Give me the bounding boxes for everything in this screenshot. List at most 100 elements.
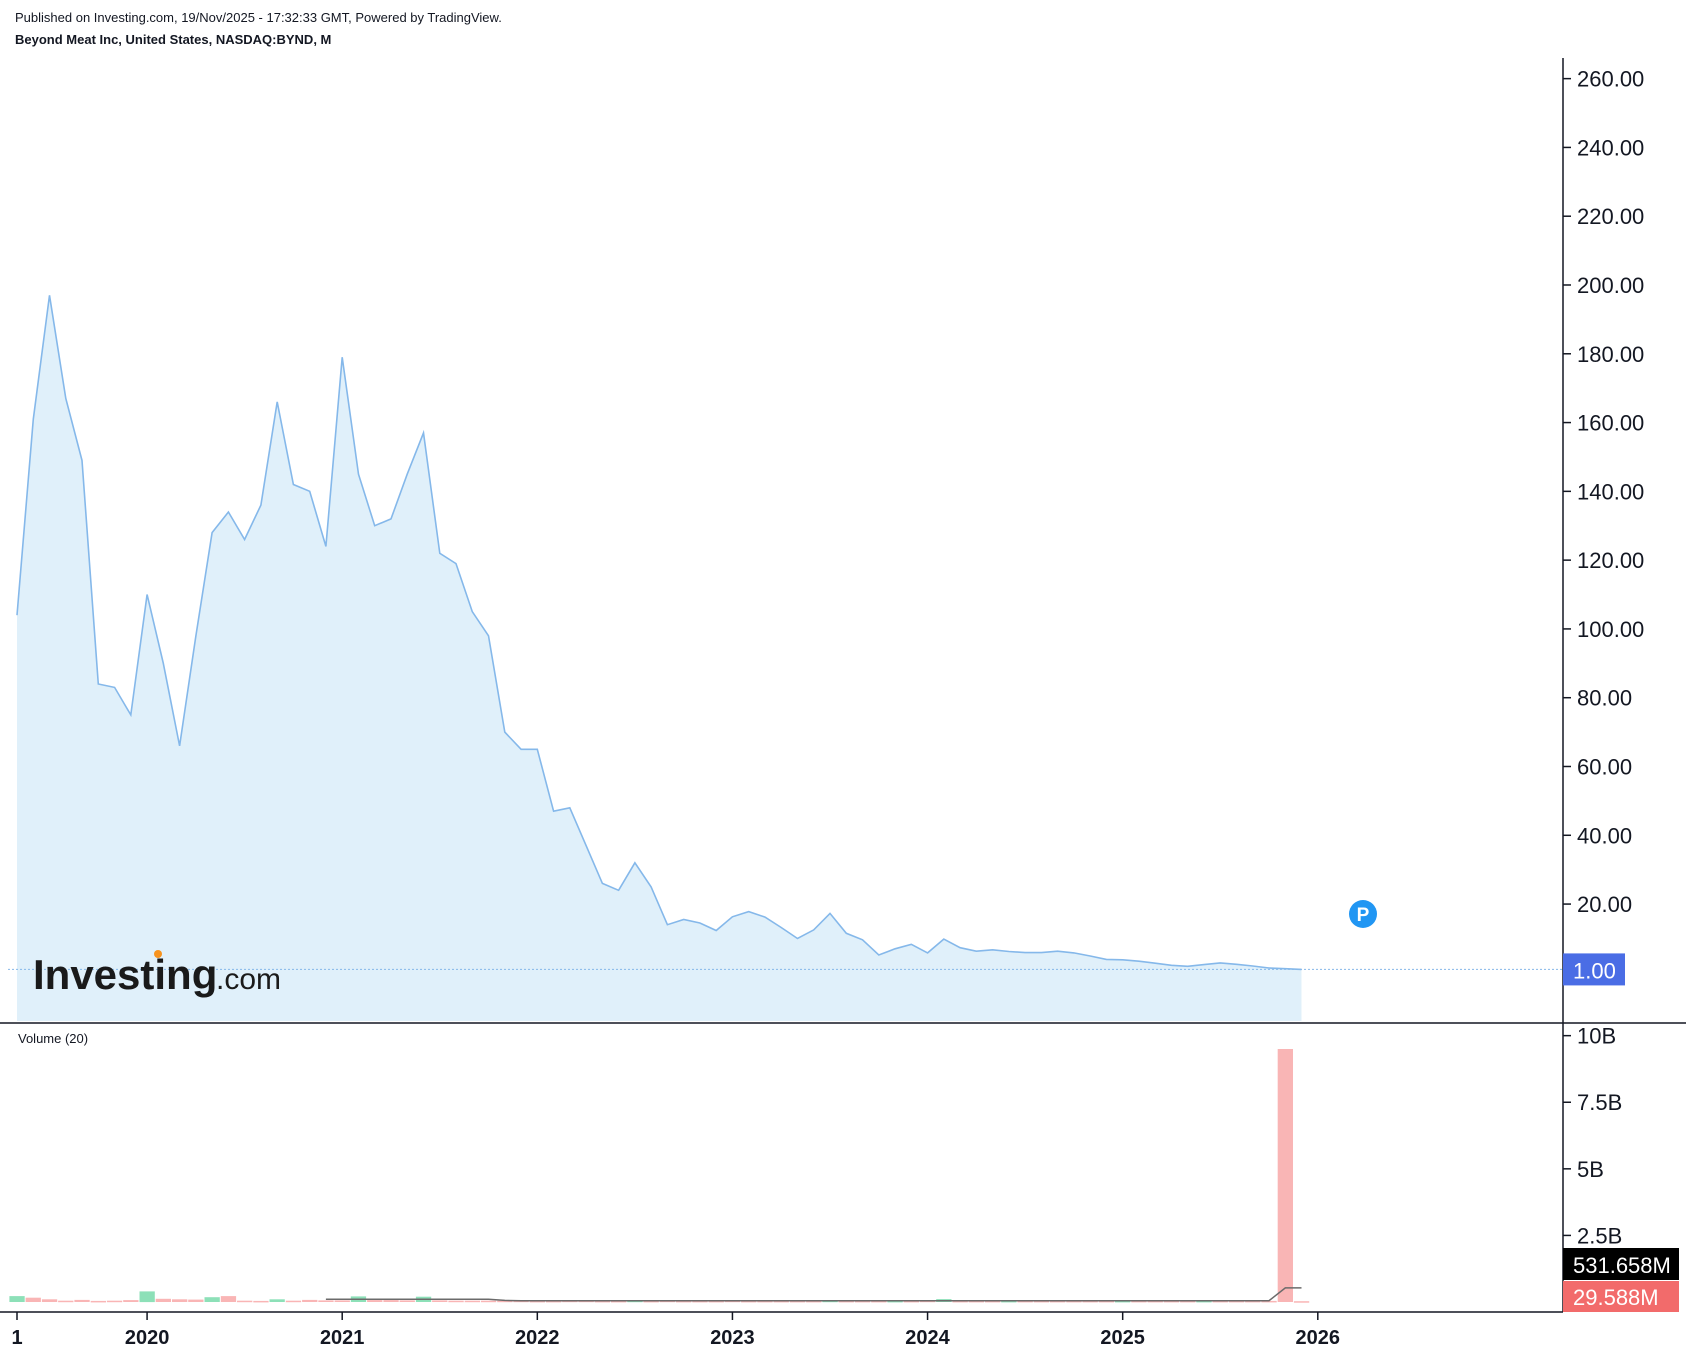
- volume-bar: [1261, 1300, 1277, 1303]
- volume-ma-badge: 531.658M: [1563, 1248, 1679, 1280]
- time-axis[interactable]: 1 2020 2021 2022 2023 2024 2025 2026: [11, 1312, 1340, 1349]
- time-tick-label: 2024: [905, 1327, 950, 1349]
- symbol-title: Beyond Meat Inc, United States, NASDAQ:B…: [15, 32, 332, 47]
- volume-bar: [9, 1296, 25, 1302]
- volume-title: Volume (20): [18, 1031, 88, 1046]
- time-tick-label: 2020: [125, 1327, 170, 1349]
- price-line: [16, 295, 1302, 971]
- volume-bar: [741, 1300, 757, 1303]
- volume-bar: [773, 1300, 789, 1303]
- volume-tick-label: 5B: [1577, 1157, 1604, 1182]
- volume-bar: [887, 1300, 903, 1303]
- price-tick-label: 220.00: [1577, 204, 1644, 229]
- volume-bar: [1050, 1300, 1066, 1303]
- price-tick-label: 20.00: [1577, 892, 1632, 917]
- current-price-badge: 1.00: [1563, 953, 1625, 986]
- volume-bar: [757, 1300, 773, 1303]
- volume-bar: [367, 1300, 383, 1302]
- volume-bar: [692, 1300, 708, 1303]
- volume-bar: [1098, 1300, 1115, 1303]
- volume-bar: [41, 1299, 58, 1302]
- price-tick-label: 240.00: [1577, 135, 1644, 160]
- volume-bar: [1277, 1049, 1293, 1302]
- volume-ma-value: 531.658M: [1573, 1253, 1671, 1278]
- volume-bar: [611, 1300, 627, 1303]
- volume-bar: [1082, 1300, 1098, 1303]
- volume-bar: [204, 1297, 220, 1302]
- volume-bar: [985, 1300, 1001, 1303]
- volume-bar: [968, 1300, 984, 1303]
- volume-bar: [399, 1300, 415, 1302]
- volume-bar: [253, 1300, 269, 1303]
- volume-bar: [871, 1300, 887, 1303]
- volume-ma-line: [325, 1287, 1302, 1302]
- price-tick-label: 260.00: [1577, 67, 1644, 92]
- volume-bar: [1180, 1300, 1196, 1303]
- time-tick-label: 2023: [710, 1327, 755, 1349]
- published-info: Published on Investing.com, 19/Nov/2025 …: [15, 10, 502, 25]
- volume-bar: [302, 1299, 318, 1302]
- volume-bar: [513, 1300, 529, 1303]
- time-tick-label: 2021: [320, 1327, 365, 1349]
- volume-bar: [1196, 1300, 1212, 1303]
- price-tick-label: 40.00: [1577, 823, 1632, 848]
- volume-bar: [318, 1300, 334, 1302]
- volume-bar: [480, 1300, 497, 1303]
- volume-bar: [432, 1300, 448, 1302]
- volume-bar: [106, 1300, 123, 1303]
- price-tick-label: 200.00: [1577, 273, 1644, 298]
- volume-bar: [25, 1297, 41, 1302]
- volume-bar: [546, 1300, 562, 1303]
- volume-bar: [1033, 1300, 1050, 1303]
- volume-bar: [1293, 1301, 1310, 1303]
- volume-bar: [1212, 1300, 1228, 1303]
- volume-current-value: 29.588M: [1573, 1285, 1659, 1310]
- volume-bar: [269, 1299, 285, 1302]
- volume-bars: [9, 1049, 1310, 1303]
- volume-bar: [139, 1291, 155, 1303]
- volume-bar: [594, 1300, 610, 1303]
- price-pane[interactable]: [8, 295, 1563, 1021]
- volume-tick-label: 2.5B: [1577, 1223, 1622, 1248]
- logo-accent-dot: [154, 950, 162, 958]
- volume-bar: [123, 1300, 139, 1302]
- time-tick-label: 1: [11, 1327, 22, 1349]
- volume-bar: [497, 1300, 513, 1303]
- volume-bar: [529, 1300, 545, 1303]
- marker-circle[interactable]: [1349, 900, 1377, 928]
- volume-bar: [383, 1300, 399, 1302]
- price-area: [17, 295, 1302, 1021]
- volume-bar: [155, 1298, 171, 1302]
- time-tick-label: 2025: [1100, 1327, 1145, 1349]
- volume-bar: [285, 1300, 302, 1303]
- volume-bar: [1147, 1300, 1163, 1303]
- price-axis[interactable]: 260.00 240.00 220.00 200.00 180.00 160.00 140.…: [1563, 67, 1644, 917]
- chart-header: Published on Investing.com, 19/Nov/2025 …: [15, 9, 502, 48]
- price-tick-label: 100.00: [1577, 617, 1644, 642]
- volume-bar: [1001, 1300, 1017, 1303]
- time-tick-label: 2022: [515, 1327, 560, 1349]
- volume-axis[interactable]: 10B 7.5B 5B 2.5B: [1563, 1024, 1622, 1249]
- volume-bar: [172, 1299, 188, 1302]
- price-tick-label: 180.00: [1577, 342, 1644, 367]
- current-price-value: 1.00: [1573, 958, 1616, 983]
- volume-bar: [448, 1300, 464, 1303]
- volume-bar: [708, 1300, 724, 1303]
- logo-main-text: Investing: [33, 951, 217, 998]
- volume-bar: [90, 1300, 106, 1303]
- volume-bar: [220, 1296, 237, 1302]
- price-tick-label: 60.00: [1577, 754, 1632, 779]
- volume-bar: [334, 1300, 350, 1302]
- volume-bar: [74, 1299, 90, 1302]
- volume-tick-label: 10B: [1577, 1024, 1616, 1049]
- volume-bar: [854, 1300, 871, 1303]
- volume-bar: [464, 1300, 480, 1303]
- time-tick-label: 2026: [1296, 1327, 1341, 1349]
- volume-current-badge: 29.588M: [1563, 1281, 1679, 1312]
- volume-bar: [1066, 1300, 1082, 1303]
- volume-bar: [789, 1300, 806, 1303]
- investing-logo: Investing .com: [33, 950, 281, 998]
- volume-bar: [1163, 1300, 1180, 1303]
- event-marker[interactable]: P: [1349, 900, 1377, 928]
